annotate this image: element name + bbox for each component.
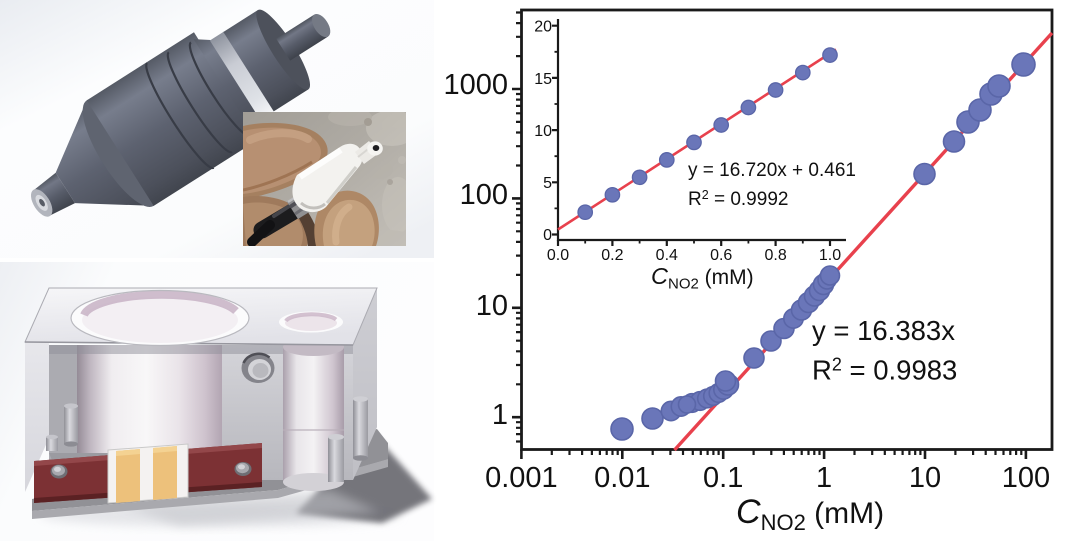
svg-text:CNO2 (mM): CNO2 (mM)	[651, 263, 754, 293]
svg-text:0.4: 0.4	[656, 247, 678, 264]
svg-text:CNO2 (mM): CNO2 (mM)	[736, 493, 884, 535]
svg-text:0.0: 0.0	[547, 247, 569, 264]
svg-text:1.0: 1.0	[819, 247, 841, 264]
svg-text:0: 0	[543, 227, 552, 244]
svg-text:5: 5	[543, 175, 552, 192]
svg-text:y = 16.383x: y = 16.383x	[812, 315, 955, 346]
svg-text:100: 100	[460, 179, 508, 211]
svg-text:0.6: 0.6	[710, 247, 732, 264]
svg-text:0.01: 0.01	[594, 462, 650, 494]
svg-text:0.001: 0.001	[485, 462, 558, 494]
svg-text:10: 10	[534, 123, 552, 140]
svg-text:100: 100	[1002, 462, 1050, 494]
svg-text:1: 1	[492, 399, 508, 431]
svg-text:1000: 1000	[443, 69, 508, 101]
svg-text:y = 16.720x + 0.461: y = 16.720x + 0.461	[688, 160, 856, 181]
svg-text:10: 10	[909, 462, 941, 494]
svg-text:0.8: 0.8	[764, 247, 786, 264]
svg-text:10: 10	[476, 290, 508, 322]
svg-text:1: 1	[816, 462, 832, 494]
svg-text:20: 20	[534, 19, 552, 36]
svg-text:15: 15	[534, 71, 552, 88]
svg-text:0.2: 0.2	[601, 247, 623, 264]
svg-text:R2 = 0.9992: R2 = 0.9992	[688, 188, 788, 210]
svg-text:0.1: 0.1	[703, 462, 743, 494]
